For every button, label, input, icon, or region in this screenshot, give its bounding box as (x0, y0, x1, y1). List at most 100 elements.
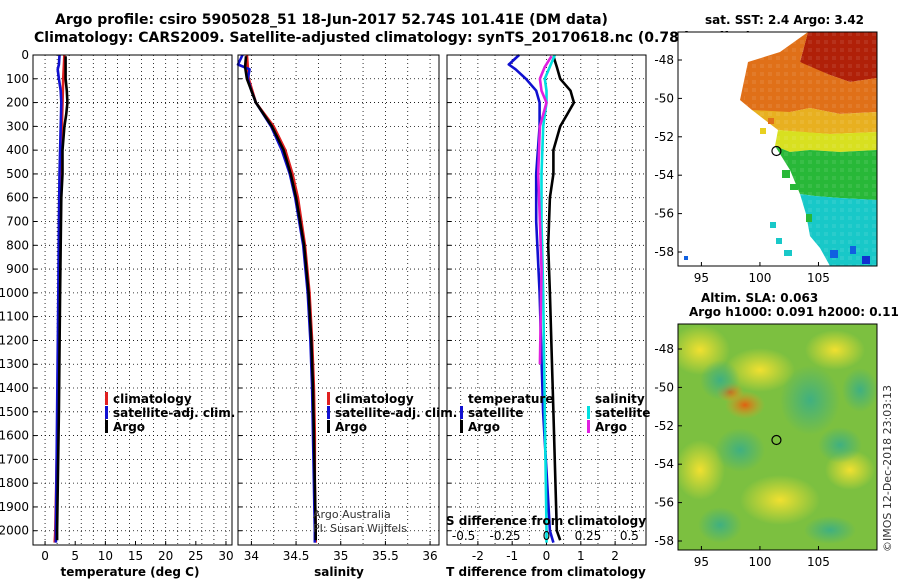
x-tick-label: 0 (41, 549, 49, 563)
legend-swatch-argo (327, 420, 330, 433)
y-tick-label: 400 (6, 143, 29, 157)
map-lon-tick-label: 105 (807, 271, 830, 285)
legend-satellite-adj-label: satellite-adj. clim. (113, 406, 235, 420)
sla-blob (715, 428, 765, 472)
legend-swatch-satellite-adj (327, 406, 330, 419)
imos-credit: ©IMOS 12-Dec-2018 23:03:13 (881, 385, 894, 552)
map-lon-tick-label: 100 (748, 555, 771, 569)
y-tick-label: 0 (21, 48, 29, 62)
y-tick-label: 1000 (0, 286, 29, 300)
series-line-satellite-adj-clim- (54, 54, 63, 543)
series-line-satellite-adj-clim- (236, 54, 317, 543)
legend-climatology-label: climatology (335, 392, 414, 406)
x-tick-label: 34 (244, 549, 259, 563)
y-tick-label: 500 (6, 167, 29, 181)
legend-salinity-head: salinity (595, 392, 645, 406)
y-tick-label: 900 (6, 262, 29, 276)
sst-speck (830, 250, 838, 258)
legend-argo-label: Argo (113, 420, 145, 434)
legend-s-satellite-label: satellite (595, 406, 650, 420)
map-lat-tick-label: -48 (654, 342, 674, 356)
map-lon-tick-label: 105 (807, 555, 830, 569)
credit-argo-australia: Argo Australia (313, 508, 391, 521)
y-tick-label: 1600 (0, 429, 29, 443)
sla-blob (678, 440, 725, 500)
s-axis-tick-label: 0 (543, 529, 551, 543)
sla-map-title-line2: Argo h1000: 0.091 h2000: 0.11 (689, 305, 899, 319)
difference-legend: temperature satellite Argo salinity sate… (460, 392, 650, 434)
argo-float-marker-icon (771, 434, 782, 446)
x-tick-label: 25 (188, 549, 203, 563)
legend-t-argo-label: Argo (468, 420, 500, 434)
sst-map (677, 31, 878, 267)
s-difference-axis-label: S difference from climatology (446, 514, 646, 528)
x-tick-label: 0 (543, 549, 551, 563)
sst-speck (782, 170, 790, 178)
series-line-salinity-argo (536, 55, 553, 365)
legend-swatch-t-satellite (460, 406, 463, 419)
map-lat-tick-label: -58 (654, 534, 674, 548)
y-tick-label: 600 (6, 191, 29, 205)
y-tick-label: 1300 (0, 357, 29, 371)
panel-frame (446, 54, 647, 546)
sst-speck (806, 214, 812, 222)
sla-map-title-line1: Altim. SLA: 0.063 (701, 291, 818, 305)
sla-map (677, 323, 878, 551)
figure-title-line1: Argo profile: csiro 5905028_51 18-Jun-20… (55, 12, 608, 28)
y-tick-label: 1900 (0, 500, 29, 514)
sst-texture (740, 32, 877, 266)
legend-swatch-climatology (105, 392, 108, 405)
map-lat-tick-label: -56 (654, 496, 674, 510)
legend-temperature-head: temperature (468, 392, 553, 406)
series-line-argo (243, 56, 318, 541)
sla-blob (804, 516, 856, 544)
map-lon-tick-label: 100 (748, 271, 771, 285)
y-tick-label: 300 (6, 119, 29, 133)
sst-speck (770, 222, 776, 228)
sst-speck (760, 128, 766, 134)
salinity-axis-label: salinity (314, 565, 364, 579)
x-tick-label: 20 (158, 549, 173, 563)
panel-frame (32, 54, 233, 546)
map-lat-tick-label: -48 (654, 53, 674, 67)
sla-blob (780, 365, 840, 435)
series-line-salinity-satellite (540, 54, 556, 543)
sst-field (684, 32, 877, 266)
sla-blob (818, 427, 862, 463)
map-lat-tick-label: -54 (654, 168, 674, 182)
x-tick-label: 35.5 (372, 549, 399, 563)
x-tick-label: 10 (98, 549, 113, 563)
credit-pi: PI: Susan Wijffels (313, 522, 407, 535)
s-axis-tick-label: 0.5 (620, 529, 639, 543)
x-tick-label: 2 (611, 549, 619, 563)
sst-speck (745, 96, 751, 102)
map-lat-tick-label: -50 (654, 91, 674, 105)
y-tick-label: 1200 (0, 333, 29, 347)
salinity-legend: climatology satellite-adj. clim. Argo (327, 392, 457, 434)
legend-swatch-s-satellite (587, 406, 590, 419)
y-tick-label: 200 (6, 96, 29, 110)
sst-speck (790, 184, 798, 190)
legend-swatch-s-argo (587, 420, 590, 433)
s-axis-tick-label: -0.5 (452, 529, 475, 543)
figure-title-line2: Climatology: CARS2009. Satellite-adjuste… (34, 30, 752, 46)
sst-speck (776, 238, 782, 244)
salinity-panel: 34 34.5 35 35.5 36 (236, 54, 440, 563)
series-line-argo (55, 56, 69, 541)
series-line-climatology (245, 54, 318, 543)
y-tick-label: 1400 (0, 381, 29, 395)
y-tick-label: 800 (6, 238, 29, 252)
y-tick-label: 1700 (0, 452, 29, 466)
sst-speck (850, 246, 856, 254)
sla-blob (725, 348, 795, 392)
map-lat-tick-label: -58 (654, 245, 674, 259)
x-tick-label: -2 (472, 549, 484, 563)
y-tick-label: 1100 (0, 310, 29, 324)
sst-map-title: sat. SST: 2.4 Argo: 3.42 (705, 13, 864, 27)
sla-blob (740, 475, 820, 525)
map-axes: -48 -50 -52 -54 -56 -58 95 100 105 -48 -50 -52 -54 -5… (654, 53, 830, 569)
x-tick-label: -1 (506, 549, 518, 563)
y-tick-label: 700 (6, 215, 29, 229)
map-lat-tick-label: -56 (654, 207, 674, 221)
sla-blob (805, 330, 865, 370)
